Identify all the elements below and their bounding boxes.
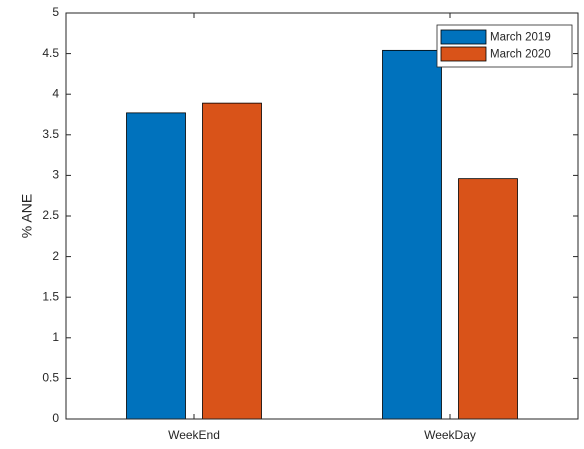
y-tick-label: 2 xyxy=(52,249,59,263)
y-tick-label: 0 xyxy=(52,411,59,425)
legend-label: March 2019 xyxy=(490,32,551,44)
legend: March 2019 March 2020 xyxy=(436,24,573,68)
y-tick-label: 4 xyxy=(52,86,59,100)
bar xyxy=(382,49,442,420)
y-tick-label: 3.5 xyxy=(42,127,59,141)
y-tick-label: 4.5 xyxy=(42,46,59,60)
y-tick-label: 0.5 xyxy=(42,371,59,385)
legend-label: March 2020 xyxy=(490,49,551,61)
legend-swatch xyxy=(440,29,487,45)
y-tick-label: 3 xyxy=(52,168,59,182)
x-tick-label: WeekEnd xyxy=(168,428,220,442)
bar xyxy=(126,112,186,420)
y-tick-label: 1.5 xyxy=(42,289,59,303)
axes-box xyxy=(65,12,579,420)
bar xyxy=(458,178,518,420)
y-tick-label: 1 xyxy=(52,330,59,344)
y-tick-label: 5 xyxy=(52,5,59,19)
y-axis-label: % ANE xyxy=(19,194,35,238)
y-tick-label: 2.5 xyxy=(42,208,59,222)
x-tick-label: WeekDay xyxy=(424,428,476,442)
bar xyxy=(202,102,262,420)
legend-swatch xyxy=(440,46,487,62)
